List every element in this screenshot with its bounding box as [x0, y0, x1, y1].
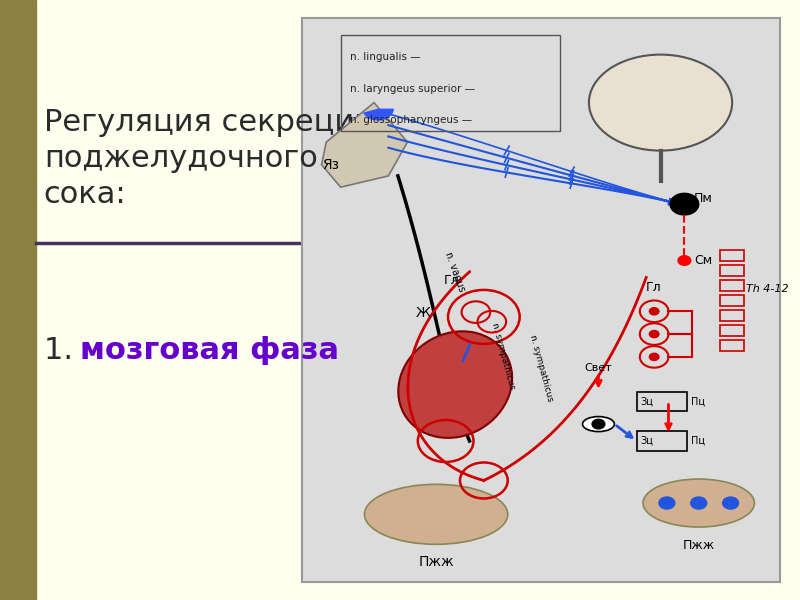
Ellipse shape: [582, 416, 614, 431]
Ellipse shape: [643, 479, 754, 527]
Text: Гл: Гл: [444, 274, 460, 287]
Bar: [341, 35, 560, 131]
Text: мозговая фаза: мозговая фаза: [79, 336, 338, 365]
Text: Регуляция секреции
поджелудочного
сока:: Регуляция секреции поджелудочного сока:: [44, 108, 374, 209]
Wedge shape: [363, 109, 394, 121]
Circle shape: [690, 497, 706, 509]
Bar: [637, 431, 686, 451]
Bar: [720, 265, 744, 276]
Circle shape: [678, 256, 690, 265]
Text: Пц: Пц: [690, 436, 705, 446]
Text: Свет: Свет: [585, 362, 612, 373]
Circle shape: [650, 308, 659, 315]
Text: n. vagus: n. vagus: [443, 251, 467, 293]
Text: Гл: Гл: [646, 281, 662, 294]
Circle shape: [592, 419, 605, 429]
Text: 1.: 1.: [44, 336, 82, 365]
Text: Ж: Ж: [416, 305, 431, 320]
Text: n. sympathicus: n. sympathicus: [528, 333, 554, 402]
Text: См: См: [694, 254, 712, 267]
Bar: [720, 340, 744, 351]
Bar: [720, 250, 744, 261]
Text: Зц: Зц: [641, 397, 654, 407]
Text: n. lingualis —: n. lingualis —: [350, 52, 421, 62]
Circle shape: [650, 353, 659, 361]
Text: Пжж: Пжж: [682, 539, 714, 551]
Text: Зц: Зц: [641, 436, 654, 446]
Circle shape: [659, 497, 675, 509]
Text: Пц: Пц: [690, 397, 705, 407]
Circle shape: [722, 497, 738, 509]
Ellipse shape: [398, 331, 512, 438]
FancyBboxPatch shape: [302, 18, 780, 582]
Polygon shape: [322, 103, 407, 187]
Bar: [720, 280, 744, 291]
Text: Пжж: Пжж: [418, 556, 454, 569]
Text: Пм: Пм: [694, 192, 713, 205]
Text: n. sympathicus: n. sympathicus: [490, 322, 516, 391]
Circle shape: [670, 193, 698, 215]
Text: n. glossopharyngeus —: n. glossopharyngeus —: [350, 115, 472, 125]
Ellipse shape: [365, 484, 508, 544]
Bar: [720, 295, 744, 306]
Ellipse shape: [589, 55, 732, 151]
Text: Th 4-12: Th 4-12: [746, 284, 789, 294]
Bar: [637, 392, 686, 412]
Bar: [720, 310, 744, 321]
Bar: [0, 0, 36, 600]
Text: Яз: Яз: [322, 158, 339, 172]
Circle shape: [650, 331, 659, 338]
Bar: [720, 325, 744, 336]
Text: n. laryngeus superior —: n. laryngeus superior —: [350, 83, 475, 94]
